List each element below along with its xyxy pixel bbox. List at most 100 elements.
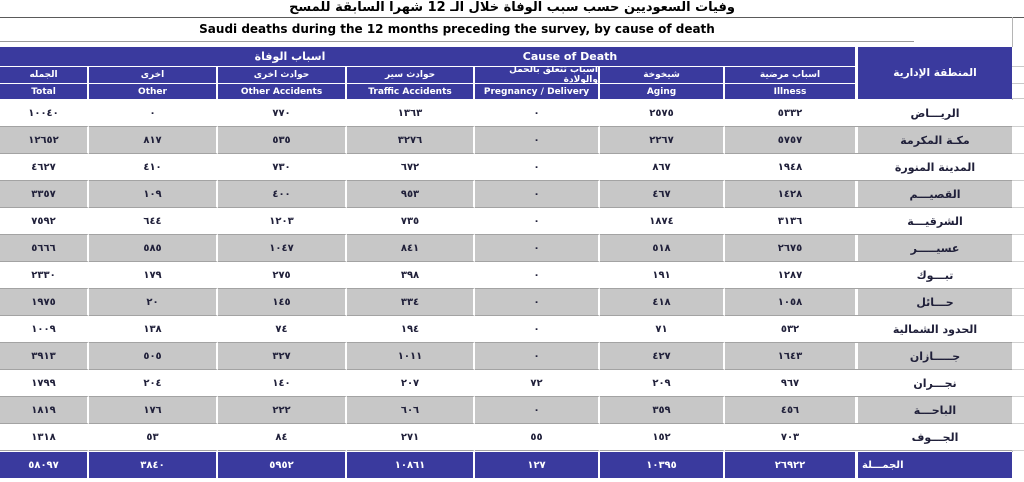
cell-traffic-accidents: ٩٥٣ [347,181,475,208]
col-header-other-accidents-en: Other Accidents [218,84,347,99]
cell-total: ٧٥٩٢ [0,208,89,235]
cell-aging: ٨٦٧ [600,154,725,181]
cell-total: ١٠٠٩ [0,316,89,343]
cell-illness: ١٩٤٨ [725,154,855,181]
gap-cell [855,208,858,235]
cell-other-accidents: ١٠٤٧ [218,235,347,262]
cell-region-name: الريـــاض [858,100,1012,127]
margin-cell [1012,100,1024,127]
margin-cell [1012,208,1024,235]
gap-cell [855,100,858,127]
cell-traffic-accidents: ٢٧١ [347,424,475,451]
table-row: ١٠٠٤٠ ٠ ٧٧٠ ١٣٦٣ ٠ ٢٥٧٥ ٥٣٣٢ الريـــاض [0,100,1024,127]
gap-cell [855,343,858,370]
table-row: ١٣١٨ ٥٣ ٨٤ ٢٧١ ٥٥ ١٥٢ ٧٠٣ الجـــوف [0,424,1024,451]
margin-cell [1012,424,1024,451]
col-header-aging-en: Aging [600,84,725,99]
cell-aging: ١٩١ [600,262,725,289]
cell-aging: ١٨٧٤ [600,208,725,235]
cell-total: ٥٨٠٩٧ [0,452,89,478]
table-row: ٢٣٣٠ ١٧٩ ٢٧٥ ٣٩٨ ٠ ١٩١ ١٢٨٧ تبـــوك [0,262,1024,289]
cell-illness: ٣١٣٦ [725,208,855,235]
cell-other: ١٣٨ [89,316,218,343]
cell-region-name: القصيـــم [858,181,1012,208]
cell-illness: ٢٦٧٥ [725,235,855,262]
grand-total-row: ٥٨٠٩٧ ٣٨٤٠ ٥٩٥٢ ١٠٨٦١ ١٢٧ ١٠٣٩٥ ٢٦٩٢٢ ال… [0,452,1024,478]
cell-other-accidents: ١٤٠ [218,370,347,397]
cell-traffic-accidents: ٣٣٤ [347,289,475,316]
gap-cell [855,289,858,316]
cell-other-accidents: ٤٠٠ [218,181,347,208]
cell-illness: ١٠٥٨ [725,289,855,316]
col-header-other-ar: اخرى [89,67,218,84]
cell-traffic-accidents: ١٣٦٣ [347,100,475,127]
cell-pregnancy: ١٢٧ [475,452,600,478]
col-header-total-ar: الجمله [0,67,89,84]
table-row: ١٢٦٥٢ ٨١٧ ٥٣٥ ٣٢٧٦ ٠ ٢٢٦٧ ٥٧٥٧ مكـة المك… [0,127,1024,154]
margin-cell [1012,452,1024,478]
cell-region-name: الجـــوف [858,424,1012,451]
cell-region-name: مكـة المكرمة [858,127,1012,154]
cell-total: ٣٣٥٧ [0,181,89,208]
cell-aging: ٤٢٧ [600,343,725,370]
cell-traffic-accidents: ١٩٤ [347,316,475,343]
table-header: اسباب الوفاة Cause of Death المنطقة الإد… [0,47,1024,99]
cell-total: ٤٦٢٧ [0,154,89,181]
col-header-other-accidents-ar: حوادث اخرى [218,67,347,84]
cell-other-accidents: ٢٢٢ [218,397,347,424]
cell-traffic-accidents: ٦٠٦ [347,397,475,424]
cell-pregnancy: ٠ [475,289,600,316]
group-header-english: Cause of Death [522,50,618,63]
cell-other-accidents: ١٤٥ [218,289,347,316]
cell-illness: ٥٧٥٧ [725,127,855,154]
col-header-total-en: Total [0,84,89,99]
cell-other: ٤١٠ [89,154,218,181]
cell-pregnancy: ٠ [475,343,600,370]
cell-pregnancy: ٠ [475,154,600,181]
cell-region-name: تبـــوك [858,262,1012,289]
cell-traffic-accidents: ٢٠٧ [347,370,475,397]
col-header-other-en: Other [89,84,218,99]
cell-other-accidents: ٥٣٥ [218,127,347,154]
cell-region-name: نجـــران [858,370,1012,397]
col-header-illness-en: Illness [725,84,855,99]
cell-traffic-accidents: ١٠٨٦١ [347,452,475,478]
cell-illness: ٥٣٢ [725,316,855,343]
table-row: ١٩٧٥ ٢٠ ١٤٥ ٣٣٤ ٠ ٤١٨ ١٠٥٨ حـــائل [0,289,1024,316]
group-header-arabic: اسباب الوفاة [254,50,326,63]
cell-traffic-accidents: ١٠١١ [347,343,475,370]
margin-cell [1012,289,1024,316]
cell-total: ١٣١٨ [0,424,89,451]
table-row: ٣٩١٣ ٥٠٥ ٣٢٧ ١٠١١ ٠ ٤٢٧ ١٦٤٣ جـــــازان [0,343,1024,370]
cell-other: ٢٠٤ [89,370,218,397]
cell-aging: ٢٥٧٥ [600,100,725,127]
gap-cell [855,452,858,478]
table-row: ٥٦٦٦ ٥٨٥ ١٠٤٧ ٨٤١ ٠ ٥١٨ ٢٦٧٥ عسيـــــر [0,235,1024,262]
cell-pregnancy: ٠ [475,262,600,289]
margin-cell [1012,154,1024,181]
cell-illness: ٧٠٣ [725,424,855,451]
cell-total: ١٢٦٥٢ [0,127,89,154]
cell-other: ٥٣ [89,424,218,451]
cell-illness: ٩٦٧ [725,370,855,397]
cell-other-accidents: ٥٩٥٢ [218,452,347,478]
cell-other: ٥٠٥ [89,343,218,370]
cell-region-name: المدينة المنورة [858,154,1012,181]
cell-region-name: جـــــازان [858,343,1012,370]
header-margin-cell [1012,84,1024,99]
header-margin-cell [1012,47,1024,67]
cell-total: ١٠٠٤٠ [0,100,89,127]
col-header-pregnancy-en: Pregnancy / Delivery [475,84,600,99]
margin-cell [1012,397,1024,424]
cell-region-name: عسيـــــر [858,235,1012,262]
cell-other-accidents: ٧٣٠ [218,154,347,181]
gap-cell [855,235,858,262]
cell-aging: ٤١٨ [600,289,725,316]
cell-traffic-accidents: ٨٤١ [347,235,475,262]
cell-total: ٢٣٣٠ [0,262,89,289]
cell-other-accidents: ٣٢٧ [218,343,347,370]
cell-aging: ١٥٢ [600,424,725,451]
gap-cell [855,397,858,424]
cell-pregnancy: ٠ [475,397,600,424]
